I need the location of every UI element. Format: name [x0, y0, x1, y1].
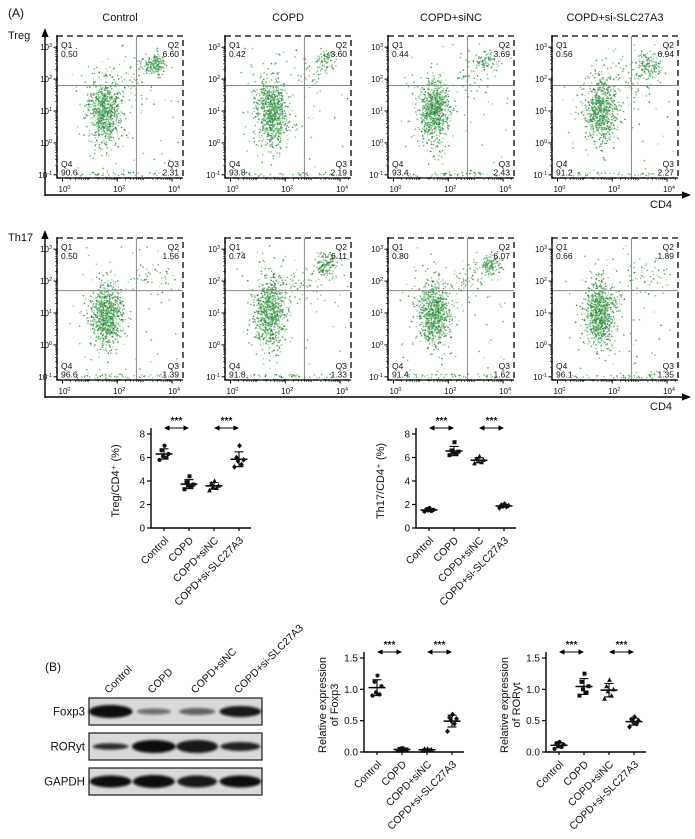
svg-text:100: 100: [59, 185, 71, 194]
svg-text:90.6: 90.6: [61, 168, 78, 178]
svg-text:102: 102: [40, 75, 52, 84]
svg-text:102: 102: [535, 75, 547, 84]
svg-text:102: 102: [444, 185, 456, 194]
svg-text:102: 102: [281, 185, 293, 194]
svg-text:3.60: 3.60: [330, 49, 347, 59]
svg-text:103: 103: [371, 43, 383, 52]
svg-text:101: 101: [535, 107, 547, 116]
svg-text:93.4: 93.4: [392, 168, 409, 178]
column-title-copd: COPD: [215, 12, 361, 24]
svg-text:104: 104: [168, 185, 180, 194]
svg-text:91.2: 91.2: [556, 168, 573, 178]
svg-text:0.50: 0.50: [61, 49, 78, 59]
svg-text:104: 104: [499, 185, 511, 194]
svg-text:100: 100: [371, 139, 383, 148]
svg-text:10-1: 10-1: [369, 171, 383, 180]
svg-text:0.44: 0.44: [392, 49, 409, 59]
th17-x-axis-title: CD4: [650, 401, 672, 413]
svg-text:103: 103: [535, 43, 547, 52]
treg-x-axis-title: CD4: [650, 199, 672, 211]
svg-text:102: 102: [113, 185, 125, 194]
svg-text:3.69: 3.69: [493, 49, 510, 59]
svg-text:104: 104: [663, 185, 675, 194]
svg-text:101: 101: [40, 107, 52, 116]
svg-text:101: 101: [371, 107, 383, 116]
column-title-copd-si-slc27a3: COPD+si-SLC27A3: [542, 12, 688, 24]
svg-text:100: 100: [554, 185, 566, 194]
svg-text:103: 103: [208, 43, 220, 52]
svg-text:100: 100: [390, 185, 402, 194]
th17-y-axis-title: Th17: [8, 232, 33, 244]
svg-text:103: 103: [40, 43, 52, 52]
svg-text:6.60: 6.60: [162, 49, 179, 59]
svg-text:0.56: 0.56: [556, 49, 573, 59]
svg-text:2.19: 2.19: [330, 168, 347, 178]
svg-text:100: 100: [535, 139, 547, 148]
svg-text:100: 100: [227, 185, 239, 194]
svg-text:104: 104: [336, 185, 348, 194]
svg-text:2.27: 2.27: [657, 168, 674, 178]
svg-text:100: 100: [40, 139, 52, 148]
svg-text:101: 101: [208, 107, 220, 116]
column-title-control: Control: [47, 12, 193, 24]
treg-y-axis-title: Treg: [8, 30, 30, 42]
svg-text:0.42: 0.42: [229, 49, 246, 59]
column-title-copd-sinc: COPD+siNC: [378, 12, 524, 24]
svg-text:93.8: 93.8: [229, 168, 246, 178]
svg-text:100: 100: [208, 139, 220, 148]
svg-text:2.43: 2.43: [493, 168, 510, 178]
panel-a-label: (A): [8, 6, 24, 20]
svg-text:2.31: 2.31: [162, 168, 179, 178]
svg-text:102: 102: [608, 185, 620, 194]
svg-text:10-1: 10-1: [38, 171, 52, 180]
svg-text:10-1: 10-1: [533, 171, 547, 180]
svg-text:10-1: 10-1: [206, 171, 220, 180]
svg-text:102: 102: [208, 75, 220, 84]
svg-text:6.94: 6.94: [657, 49, 674, 59]
svg-text:102: 102: [371, 75, 383, 84]
